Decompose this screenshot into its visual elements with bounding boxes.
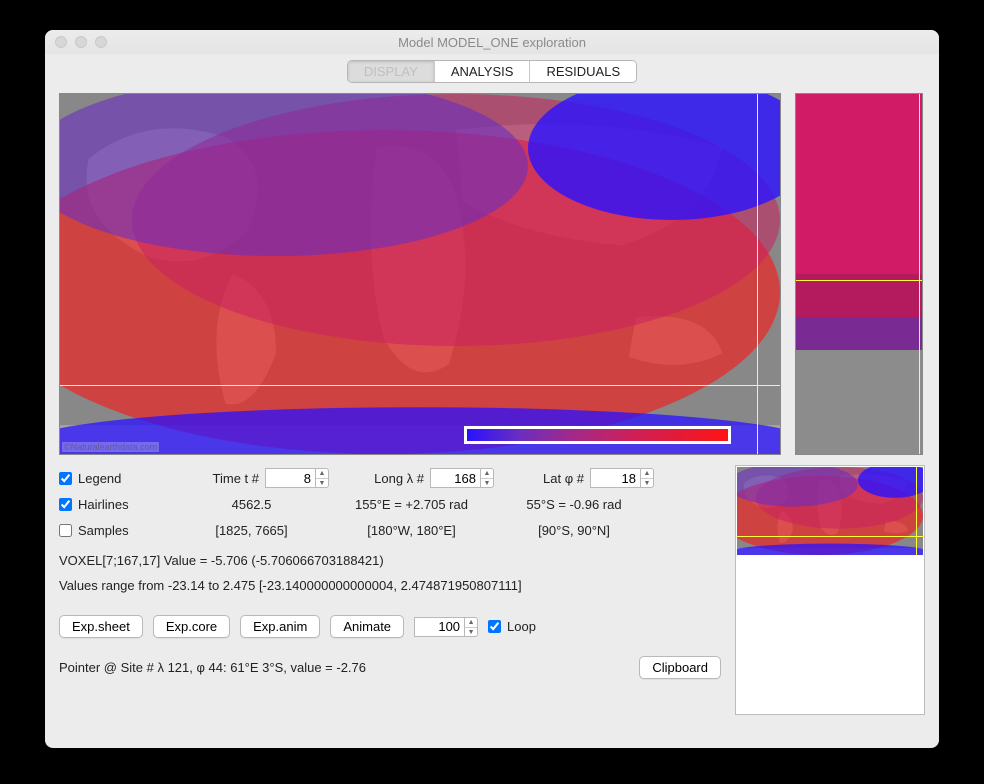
map-attribution: ©Naturalearthdata.com — [62, 442, 159, 452]
anim-frames-stepper[interactable]: ▲▼ — [464, 617, 478, 637]
anim-frames-input[interactable] — [414, 617, 464, 637]
time-input[interactable] — [265, 468, 315, 488]
thumbnail-panel — [735, 465, 925, 715]
long-range: [180°W, 180°E] — [329, 523, 494, 538]
hairline-horizontal — [60, 385, 780, 386]
hairline-vertical — [916, 467, 917, 555]
hairline-horizontal — [796, 280, 922, 281]
hairlines-label: Hairlines — [78, 497, 129, 512]
lat-value: 55°S = -0.96 rad — [494, 497, 654, 512]
legend-checkbox-input[interactable] — [59, 472, 72, 485]
loop-checkbox-input[interactable] — [488, 620, 501, 633]
legend-checkbox[interactable]: Legend — [59, 471, 174, 486]
time-value: 4562.5 — [174, 497, 329, 512]
main-map[interactable]: ©Naturalearthdata.com — [59, 93, 781, 455]
exp-core-button[interactable]: Exp.core — [153, 615, 230, 638]
hairline-vertical — [919, 94, 920, 454]
time-label: Time t # — [213, 471, 259, 486]
color-legend — [464, 426, 731, 444]
close-icon[interactable] — [55, 36, 67, 48]
side-column-map[interactable] — [795, 93, 923, 455]
time-stepper[interactable]: ▲▼ — [315, 468, 329, 488]
samples-checkbox-input[interactable] — [59, 524, 72, 537]
app-window: Model MODEL_ONE exploration DISPLAY ANAL… — [45, 30, 939, 748]
animate-button[interactable]: Animate — [330, 615, 404, 638]
tab-bar: DISPLAY ANALYSIS RESIDUALS — [45, 54, 939, 93]
tab-analysis[interactable]: ANALYSIS — [435, 61, 531, 82]
hairline-vertical — [757, 94, 758, 454]
zoom-icon[interactable] — [95, 36, 107, 48]
titlebar: Model MODEL_ONE exploration — [45, 30, 939, 54]
exp-sheet-button[interactable]: Exp.sheet — [59, 615, 143, 638]
loop-label: Loop — [507, 619, 536, 634]
hairline-horizontal — [737, 536, 923, 537]
long-stepper[interactable]: ▲▼ — [480, 468, 494, 488]
hairlines-checkbox-input[interactable] — [59, 498, 72, 511]
minimize-icon[interactable] — [75, 36, 87, 48]
time-range: [1825, 7665] — [174, 523, 329, 538]
samples-checkbox[interactable]: Samples — [59, 523, 174, 538]
pointer-readout: Pointer @ Site # λ 121, φ 44: 61°E 3°S, … — [59, 660, 366, 675]
exp-anim-button[interactable]: Exp.anim — [240, 615, 320, 638]
thumbnail-map[interactable] — [737, 467, 923, 555]
window-title: Model MODEL_ONE exploration — [45, 35, 939, 50]
long-value: 155°E = +2.705 rad — [329, 497, 494, 512]
samples-label: Samples — [78, 523, 129, 538]
content-area: ©Naturalearthdata.com Legend Time t # — [45, 93, 939, 748]
clipboard-button[interactable]: Clipboard — [639, 656, 721, 679]
long-input[interactable] — [430, 468, 480, 488]
window-controls — [45, 36, 107, 48]
range-readout: Values range from -23.14 to 2.475 [-23.1… — [59, 578, 721, 593]
lat-stepper[interactable]: ▲▼ — [640, 468, 654, 488]
lat-label: Lat φ # — [543, 471, 584, 486]
legend-label: Legend — [78, 471, 121, 486]
hairlines-checkbox[interactable]: Hairlines — [59, 497, 174, 512]
lat-range: [90°S, 90°N] — [494, 523, 654, 538]
long-label: Long λ # — [374, 471, 424, 486]
tab-residuals[interactable]: RESIDUALS — [530, 61, 636, 82]
tab-display[interactable]: DISPLAY — [348, 61, 435, 82]
voxel-readout: VOXEL[7;167,17] Value = -5.706 (-5.70606… — [59, 553, 721, 568]
loop-checkbox[interactable]: Loop — [488, 619, 536, 634]
lat-input[interactable] — [590, 468, 640, 488]
